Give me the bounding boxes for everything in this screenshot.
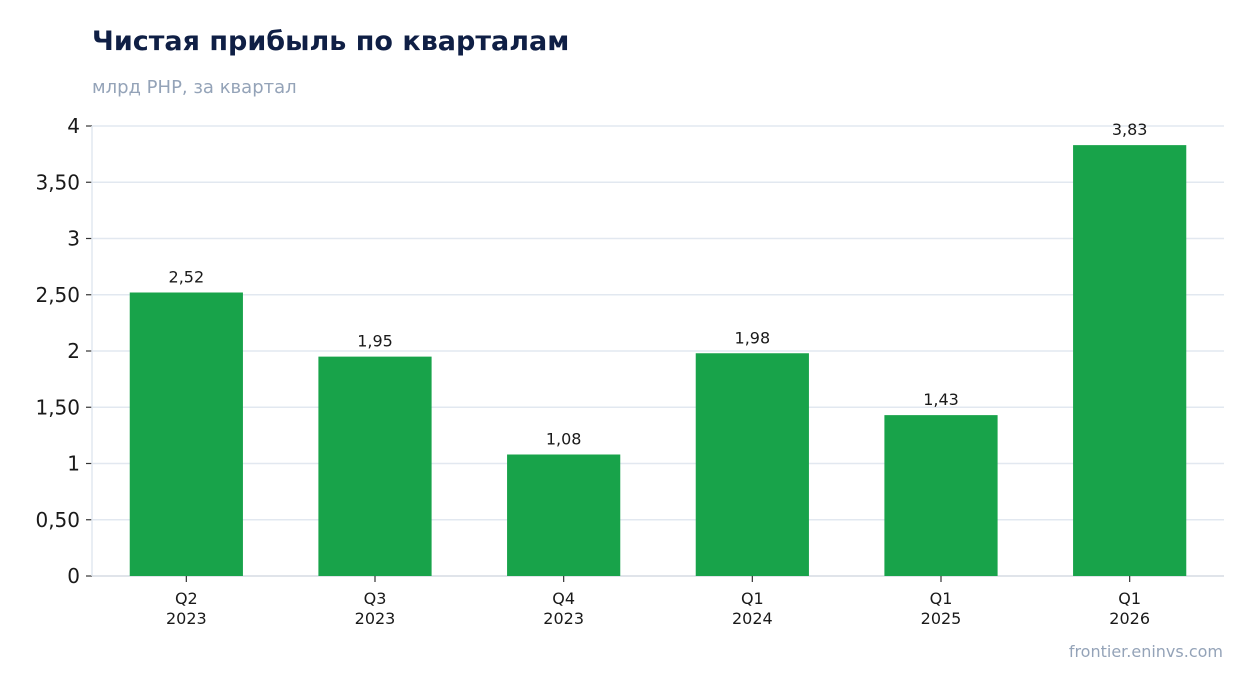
labels: 2,52 1,95 1,08 1,98 1,43 3,83 [169,120,1148,448]
data-label: 3,83 [1112,120,1148,139]
data-label: 2,52 [169,268,205,287]
ytick-label: 3,50 [35,170,80,194]
xtick-label: Q1 2025 [921,589,962,628]
xtick-label: Q2 2023 [166,589,207,628]
xtick-label: Q4 2023 [543,589,584,628]
bar [884,415,998,576]
chart-title: Чистая прибыль по кварталам [92,26,570,57]
ytick-label: 1,50 [35,395,80,419]
bar [507,454,621,576]
xtick-label: Q1 2024 [732,589,773,628]
data-label: 1,43 [923,390,959,409]
chart-subtitle: млрд РНР, за квартал [92,77,297,98]
bar [695,353,809,576]
bar [129,292,243,576]
ytick-label: 0,50 [35,508,80,532]
data-label: 1,95 [357,332,393,351]
data-label: 1,98 [735,328,771,347]
data-label: 1,08 [546,430,582,449]
xtick-label: Q3 2023 [355,589,396,628]
source-label: frontier.eninvs.com [1068,642,1223,661]
ytick-label: 4 [67,114,80,138]
bars [129,145,1187,576]
bar [318,356,432,576]
xtick-label: Q1 2026 [1109,589,1150,628]
ytick-label: 2,50 [35,283,80,307]
bar [1073,145,1187,576]
ytick-label: 0 [67,564,80,588]
gridlines [92,125,1224,521]
ytick-label: 1 [67,452,80,476]
ytick-label: 2 [67,339,80,363]
axes: 0 0,50 1 1,50 2 2,50 3 3,50 4 Q2 2023 Q3 2023 Q4 2023 Q… [35,114,1224,628]
ytick-label: 3 [67,227,80,251]
